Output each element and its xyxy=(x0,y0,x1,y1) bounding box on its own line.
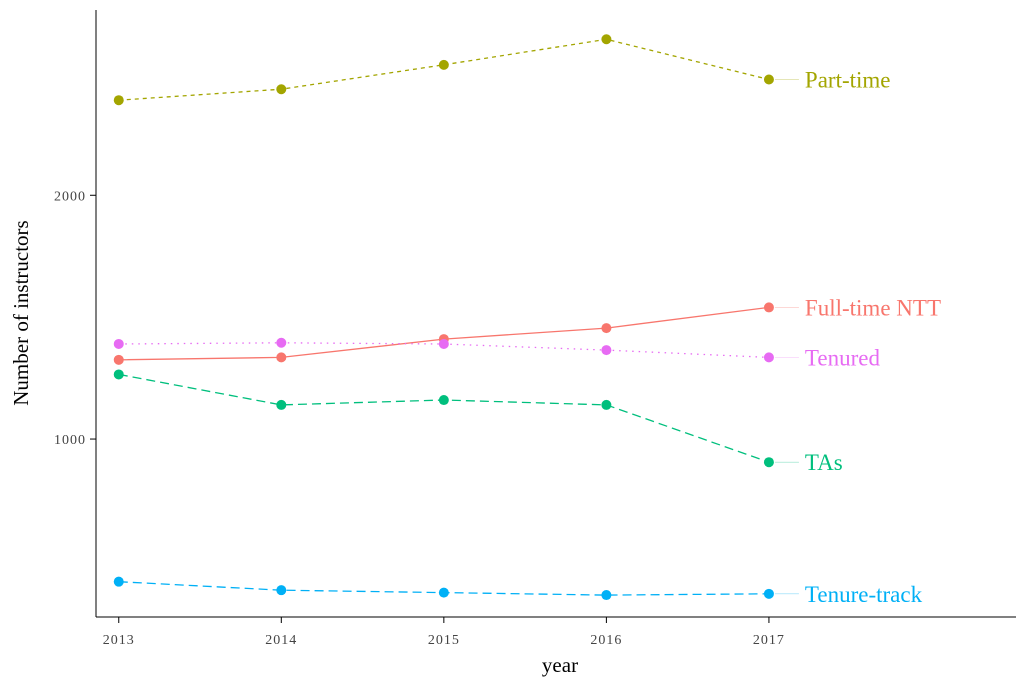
x-tick-label: 2015 xyxy=(428,633,460,648)
data-point-part-time-2015 xyxy=(438,59,449,70)
series-label-tenure-track: Tenure-track xyxy=(805,582,923,607)
data-point-tas-2015 xyxy=(438,395,449,406)
data-point-tas-2016 xyxy=(601,399,612,410)
series-labels: Part-time Full-time NTT Tenured TAs Tenure-t… xyxy=(774,67,941,607)
data-point-tenured-2017 xyxy=(763,352,774,363)
ticks: 2013 2014 2015 2016 2017 1000 2000 xyxy=(54,189,785,648)
data-point-tas-2014 xyxy=(276,399,287,410)
data-point-full-time-ntt-2016 xyxy=(601,323,612,334)
data-point-tenure-track-2013 xyxy=(113,576,124,587)
x-tick-label: 2013 xyxy=(103,633,135,648)
data-point-part-time-2016 xyxy=(601,34,612,45)
x-axis-title: year xyxy=(542,653,578,677)
data-point-tenure-track-2017 xyxy=(763,588,774,599)
data-point-full-time-ntt-2013 xyxy=(113,354,124,365)
y-tick-label: 1000 xyxy=(54,433,86,448)
x-tick-label: 2017 xyxy=(753,633,785,648)
data-point-part-time-2017 xyxy=(763,74,774,85)
data-point-tenured-2013 xyxy=(113,338,124,349)
data-point-part-time-2013 xyxy=(113,95,124,106)
series-label-tas: TAs xyxy=(805,450,843,475)
data-point-tenured-2015 xyxy=(438,338,449,349)
data-point-part-time-2014 xyxy=(276,84,287,95)
data-point-tenured-2016 xyxy=(601,345,612,356)
x-tick-label: 2016 xyxy=(590,633,622,648)
series-line-full-time-ntt xyxy=(118,306,769,361)
y-tick-label: 2000 xyxy=(54,189,86,204)
data-point-tas-2017 xyxy=(763,457,774,468)
axes xyxy=(95,10,1016,618)
data-point-tenure-track-2015 xyxy=(438,587,449,598)
series-label-full-time-ntt: Full-time NTT xyxy=(805,295,941,320)
data-point-tenured-2014 xyxy=(276,337,287,348)
series-line-part-time xyxy=(118,38,770,101)
x-tick-label: 2014 xyxy=(265,633,297,648)
data-point-tenure-track-2016 xyxy=(601,590,612,601)
series-line-tas xyxy=(118,373,770,463)
data-point-full-time-ntt-2017 xyxy=(763,302,774,313)
data-point-tas-2013 xyxy=(113,369,124,380)
y-axis-title: Number of instructors xyxy=(9,220,33,405)
series-label-part-time: Part-time xyxy=(805,67,891,92)
data-point-tenure-track-2014 xyxy=(276,585,287,596)
data-point-full-time-ntt-2014 xyxy=(276,352,287,363)
series-label-tenured: Tenured xyxy=(805,345,881,370)
series-group xyxy=(113,34,774,601)
